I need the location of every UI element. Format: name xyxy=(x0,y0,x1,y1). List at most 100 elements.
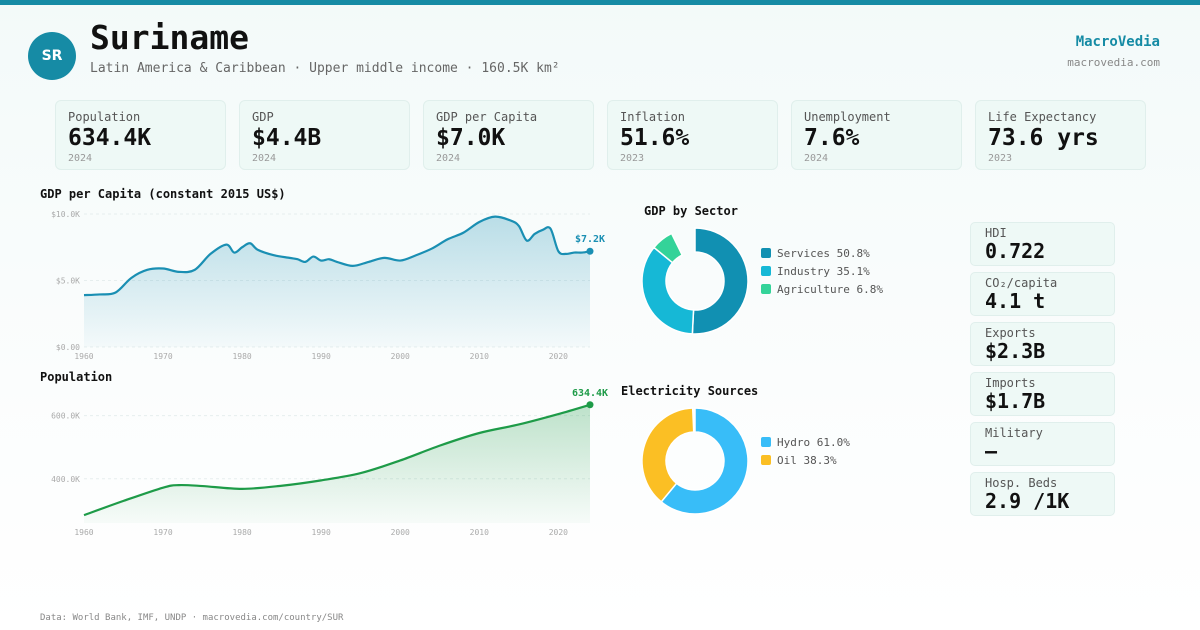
top-accent-bar xyxy=(0,0,1200,5)
stat-label: Military xyxy=(985,426,1043,440)
donut-slice-oil xyxy=(641,407,695,503)
stat-label: HDI xyxy=(985,226,1007,240)
donut-slice-agriculture xyxy=(652,232,684,264)
legend-item-industry: Industry 35.1% xyxy=(761,262,883,280)
kpi-label: Life Expectancy xyxy=(988,110,1097,124)
stat-value: 0.722 xyxy=(985,239,1046,263)
brand-name[interactable]: MacroVedia xyxy=(1075,34,1160,50)
stat-label: Imports xyxy=(985,376,1036,390)
x-tick-label: 1980 xyxy=(232,352,251,361)
electricity-sources-donut xyxy=(641,407,749,515)
kpi-year: 2023 xyxy=(620,153,645,164)
y-tick-label: $5.0K xyxy=(56,277,80,286)
x-tick-label: 1970 xyxy=(153,352,172,361)
kpi-card-gdp-per-capita: GDP per Capita $7.0K 2024 xyxy=(423,100,594,170)
x-tick-label: 1980 xyxy=(232,528,251,537)
y-tick-label: 400.0K xyxy=(51,475,80,484)
stat-label: Hosp. Beds xyxy=(985,476,1058,490)
stat-value: 2.9 /1K xyxy=(985,489,1070,513)
x-tick-label: 1990 xyxy=(312,528,331,537)
electricity-legend: Hydro 61.0% Oil 38.3% xyxy=(761,433,850,469)
kpi-value: 634.4K xyxy=(68,125,152,151)
sector-chart-title: GDP by Sector xyxy=(644,204,738,218)
kpi-label: Inflation xyxy=(620,110,686,124)
kpi-card-unemployment: Unemployment 7.6% 2024 xyxy=(791,100,962,170)
legend-swatch xyxy=(761,266,771,276)
legend-label: Services 50.8% xyxy=(777,246,870,260)
stat-label: Exports xyxy=(985,326,1036,340)
stat-card-hospital-beds: Hosp. Beds 2.9 /1K xyxy=(970,472,1115,516)
stat-card-exports: Exports $2.3B xyxy=(970,322,1115,366)
series-line xyxy=(83,403,591,517)
end-value-label: $7.2K xyxy=(575,234,605,245)
legend-swatch xyxy=(761,284,771,294)
area-fill xyxy=(84,404,590,523)
kpi-card-gdp: GDP $4.4B 2024 xyxy=(239,100,410,170)
gdp-per-capita-chart: $0.00 $5.0K $10.0K 1960 1970 1980 1990 2000 2010… xyxy=(51,210,605,361)
kpi-label: GDP per Capita xyxy=(436,110,538,124)
kpi-year: 2024 xyxy=(804,153,829,164)
series-line xyxy=(83,215,591,297)
stat-value: $2.3B xyxy=(985,339,1046,363)
x-tick-label: 2020 xyxy=(549,528,568,537)
stat-card-co2: CO₂/capita 4.1 t xyxy=(970,272,1115,316)
donut-slice-services xyxy=(691,227,749,335)
brand-url[interactable]: macrovedia.com xyxy=(1067,56,1160,69)
kpi-year: 2024 xyxy=(436,153,461,164)
page-subtitle: Latin America & Caribbean · Upper middle… xyxy=(90,61,560,76)
legend-label: Hydro 61.0% xyxy=(777,435,850,449)
kpi-label: Population xyxy=(68,110,141,124)
end-value-label: 634.4K xyxy=(572,388,608,399)
kpi-year: 2024 xyxy=(252,153,277,164)
legend-item-hydro: Hydro 61.0% xyxy=(761,433,850,451)
legend-swatch xyxy=(761,437,771,447)
population-chart-title: Population xyxy=(40,370,113,384)
page-title: Suriname xyxy=(90,18,249,57)
donut-slice-industry xyxy=(641,246,695,335)
kpi-card-population: Population 634.4K 2024 xyxy=(55,100,226,170)
kpi-card-life-expectancy: Life Expectancy 73.6 yrs 2023 xyxy=(975,100,1146,170)
stat-value: — xyxy=(985,439,998,463)
legend-label: Agriculture 6.8% xyxy=(777,282,883,296)
legend-item-services: Services 50.8% xyxy=(761,244,883,262)
x-tick-label: 2000 xyxy=(391,528,410,537)
kpi-value: 51.6% xyxy=(620,125,690,151)
stat-value: $1.7B xyxy=(985,389,1046,413)
y-tick-label: 600.0K xyxy=(51,412,80,421)
stat-card-hdi: HDI 0.722 xyxy=(970,222,1115,266)
y-tick-label: $10.0K xyxy=(51,210,80,219)
legend-swatch xyxy=(761,248,771,258)
stat-value: 4.1 t xyxy=(985,289,1046,313)
x-tick-label: 1960 xyxy=(74,528,93,537)
donut-slice-hydro xyxy=(660,407,749,515)
population-chart: 400.0K 600.0K 1960 1970 1980 1990 2000 2010 2020… xyxy=(51,388,608,537)
legend-label: Oil 38.3% xyxy=(777,453,837,467)
end-point xyxy=(586,401,594,409)
kpi-year: 2024 xyxy=(68,153,93,164)
legend-swatch xyxy=(761,455,771,465)
sector-legend: Services 50.8% Industry 35.1% Agricultur… xyxy=(761,244,883,298)
x-tick-label: 2020 xyxy=(549,352,568,361)
kpi-year: 2023 xyxy=(988,153,1013,164)
kpi-label: GDP xyxy=(252,110,274,124)
x-tick-label: 2000 xyxy=(391,352,410,361)
x-tick-label: 2010 xyxy=(470,352,489,361)
stat-card-imports: Imports $1.7B xyxy=(970,372,1115,416)
electricity-chart-title: Electricity Sources xyxy=(621,384,759,398)
footer-source: Data: World Bank, IMF, UNDP · macrovedia… xyxy=(40,613,344,623)
kpi-value: 73.6 yrs xyxy=(988,125,1099,151)
gdp-chart-title: GDP per Capita (constant 2015 US$) xyxy=(40,187,286,201)
area-fill xyxy=(84,216,590,347)
kpi-value: 7.6% xyxy=(804,125,860,151)
y-tick-label: $0.00 xyxy=(56,343,80,352)
kpi-value: $7.0K xyxy=(436,125,506,151)
legend-item-oil: Oil 38.3% xyxy=(761,451,850,469)
kpi-card-inflation: Inflation 51.6% 2023 xyxy=(607,100,778,170)
kpi-row: Population 634.4K 2024 GDP $4.4B 2024 GD… xyxy=(55,100,1146,170)
x-tick-label: 1970 xyxy=(153,528,172,537)
stat-label: CO₂/capita xyxy=(985,276,1058,290)
kpi-value: $4.4B xyxy=(252,125,322,151)
x-tick-label: 2010 xyxy=(470,528,489,537)
end-point xyxy=(586,247,594,255)
legend-label: Industry 35.1% xyxy=(777,264,870,278)
